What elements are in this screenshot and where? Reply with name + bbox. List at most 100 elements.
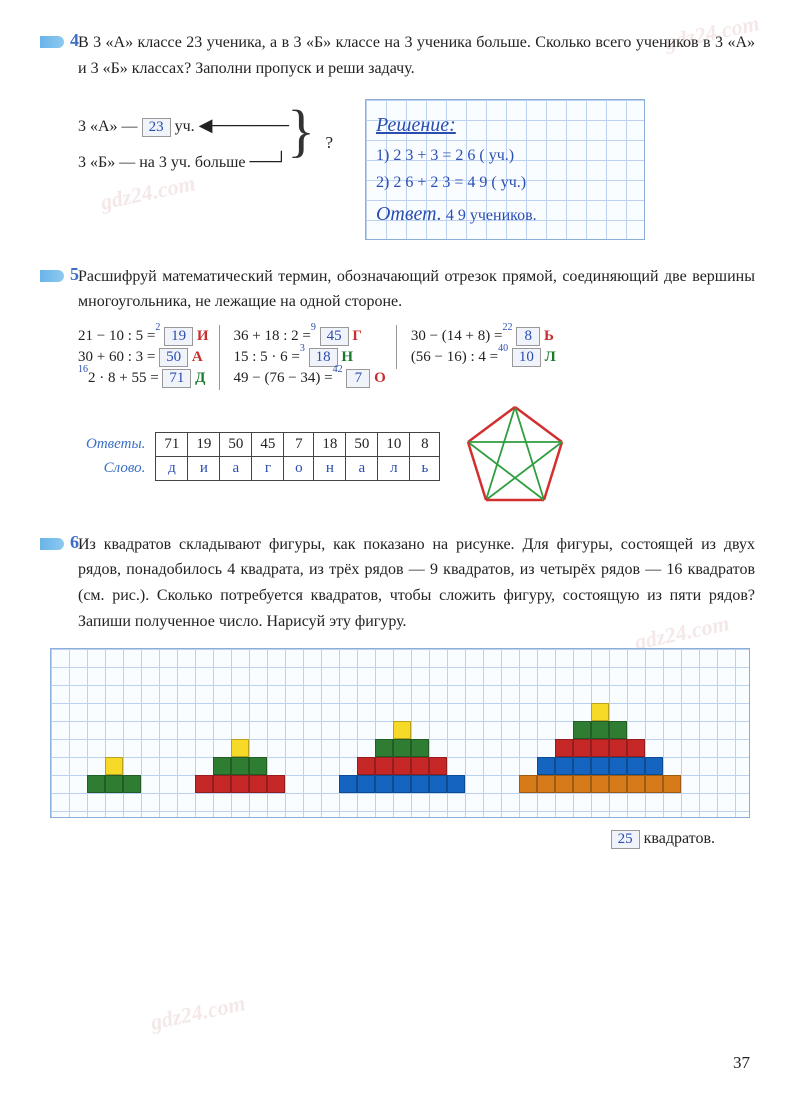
pyramid-cell — [393, 775, 411, 793]
answer-text: 4 9 учеников. — [446, 207, 537, 224]
eq-ans: 71 — [162, 369, 191, 388]
pyramid-cell — [591, 739, 609, 757]
diagram-b: 3 «Б» — на 3 уч. больше — [78, 154, 246, 171]
eq-letter: О — [374, 370, 386, 386]
pyramid-cell — [231, 775, 249, 793]
pyramid-cell — [213, 757, 231, 775]
pyramid-cell — [429, 775, 447, 793]
pyramid-cell — [573, 721, 591, 739]
pyramid-cell — [447, 775, 465, 793]
problem-6-text: Из квадратов складывают фигуры, как пока… — [78, 532, 755, 634]
pyramid-cell — [663, 775, 681, 793]
table-cell: 71 — [156, 433, 188, 457]
pyramid-cell — [429, 757, 447, 775]
problem-number-5: 5 — [70, 264, 79, 285]
equation-col-2: 36 + 18 : 2 =9 45 Г 15 : 5 · 6 =3 18 Н 4… — [219, 325, 386, 390]
equation-col-1: 21 − 10 : 5 =2 19 И 30 + 60 : 3 = 50 А 1… — [78, 325, 209, 390]
pyramid-cell — [357, 775, 375, 793]
eq: (56 − 16) : 4 = — [411, 349, 498, 365]
eq-ans: 7 — [346, 369, 370, 388]
pyramid-cell — [519, 775, 537, 793]
problem-4-text: В 3 «А» классе 23 ученика, а в 3 «Б» кла… — [78, 30, 755, 81]
table-cell: и — [188, 457, 220, 481]
pyramid-cell — [555, 739, 573, 757]
eq-ans: 8 — [516, 327, 540, 346]
problem-number-6: 6 — [70, 532, 79, 553]
eq-letter: А — [192, 349, 203, 365]
pyramid-cell — [609, 721, 627, 739]
solution-title: Решение: — [376, 108, 634, 142]
eq: 36 + 18 : 2 = — [234, 328, 311, 344]
pyramid-cell — [195, 775, 213, 793]
pyramid-cell — [609, 739, 627, 757]
problem-number-4: 4 — [70, 30, 79, 51]
table-cell: л — [378, 457, 410, 481]
problem-6-answer: 25 — [611, 830, 640, 849]
eq: 2 · 8 + 55 = — [88, 370, 159, 386]
pyramid-cell — [105, 775, 123, 793]
pyramid-cell — [267, 775, 285, 793]
eq-note: 40 — [498, 343, 508, 354]
section-marker — [40, 538, 64, 550]
pyramid-cell — [249, 775, 267, 793]
problem-6-answer-suffix: квадратов. — [644, 830, 715, 847]
diagram-a-value: 23 — [142, 118, 171, 137]
table-row-label: Слово. — [78, 457, 156, 481]
eq-ans: 19 — [164, 327, 193, 346]
eq: 49 − (76 − 34) = — [234, 370, 333, 386]
eq: 30 − (14 + 8) = — [411, 328, 503, 344]
table-cell: 45 — [252, 433, 284, 457]
pyramid-cell — [537, 757, 555, 775]
pyramid-cell — [627, 739, 645, 757]
eq: 21 − 10 : 5 = — [78, 328, 155, 344]
pyramid-cell — [339, 775, 357, 793]
pyramid-cell — [645, 757, 663, 775]
pyramid-cell — [555, 757, 573, 775]
pyramid-grid — [50, 648, 750, 818]
table-row-label: Ответы. — [78, 433, 156, 457]
eq: 15 : 5 · 6 = — [234, 349, 300, 365]
pyramid-cell — [627, 775, 645, 793]
pyramid-cell — [555, 775, 573, 793]
pyramid-cell — [87, 775, 105, 793]
section-marker — [40, 36, 64, 48]
pyramid-cell — [591, 775, 609, 793]
eq-ans: 10 — [512, 348, 541, 367]
table-cell: а — [346, 457, 378, 481]
eq-letter: Г — [352, 328, 362, 344]
eq-letter: И — [197, 328, 209, 344]
pyramid-cell — [573, 739, 591, 757]
pyramid-cell — [213, 775, 231, 793]
brace-icon: } — [287, 111, 315, 152]
pyramid-cell — [123, 775, 141, 793]
equation-col-3: 30 − (14 + 8) =22 8 Ь (56 − 16) : 4 =40 … — [396, 325, 556, 369]
pyramid-cell — [609, 775, 627, 793]
table-cell: 19 — [188, 433, 220, 457]
eq-note: 9 — [311, 322, 316, 333]
eq-note: 42 — [333, 364, 343, 375]
pyramid-cell — [375, 739, 393, 757]
pyramid-cell — [591, 721, 609, 739]
pentagon-diagram — [460, 402, 570, 512]
pyramid-cell — [411, 757, 429, 775]
table-cell: о — [284, 457, 314, 481]
pyramid-cell — [609, 757, 627, 775]
pyramid-cell — [537, 775, 555, 793]
pyramid-cell — [393, 721, 411, 739]
eq-ans: 50 — [159, 348, 188, 367]
table-cell: 10 — [378, 433, 410, 457]
pyramid-cell — [105, 757, 123, 775]
pyramid-cell — [375, 775, 393, 793]
eq-note: 3 — [300, 343, 305, 354]
eq-letter: Н — [341, 349, 353, 365]
problem-4-solution: Решение: 1) 2 3 + 3 = 2 6 ( уч.) 2) 2 6 … — [365, 99, 645, 239]
pyramid-cell — [231, 757, 249, 775]
pyramid-cell — [627, 757, 645, 775]
page-number: 37 — [733, 1053, 750, 1073]
diagram-a-suffix: уч. — [175, 118, 195, 135]
pyramid-cell — [393, 739, 411, 757]
pyramid-cell — [411, 739, 429, 757]
pyramid-cell — [411, 775, 429, 793]
solution-line-2: 2) 2 6 + 2 3 = 4 9 ( уч.) — [376, 169, 634, 196]
table-cell: 7 — [284, 433, 314, 457]
